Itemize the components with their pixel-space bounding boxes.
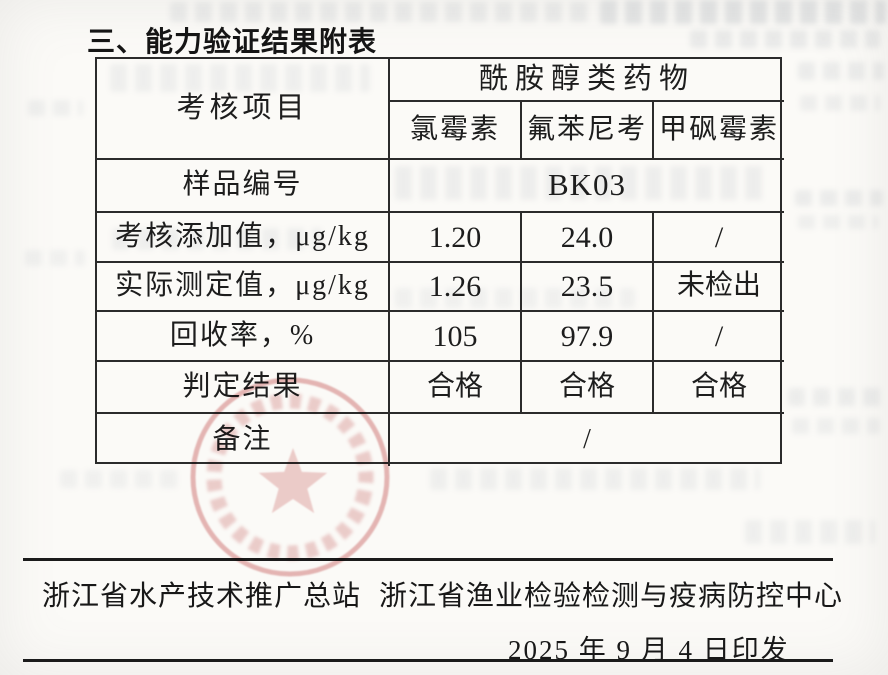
bleed-through (800, 95, 880, 111)
row-label-remarks: 备注 (97, 414, 390, 466)
issuing-organizations: 浙江省水产技术推广总站 浙江省渔业检验检测与疫病防控中心 (42, 574, 843, 614)
cell-value: / (654, 213, 784, 263)
drug-col-header-florfenicol: 氟苯尼考 (522, 102, 654, 160)
drug-group-header: 酰胺醇类药物 (390, 59, 784, 102)
bleed-through (792, 418, 880, 434)
bleed-through (788, 388, 883, 406)
org-left: 浙江省水产技术推广总站 (42, 581, 362, 612)
row-label-measured-value: 实际测定值，μg/kg (97, 263, 390, 312)
row-label-assigned-value: 考核添加值，μg/kg (97, 213, 390, 263)
cell-value: 1.20 (390, 213, 522, 263)
page-title: 三、能力验证结果附表 (87, 26, 378, 57)
cell-value: 97.9 (522, 312, 654, 362)
bleed-through (395, 288, 635, 308)
bleed-through (690, 30, 880, 48)
bleed-through (798, 62, 884, 80)
cell-value: 1.26 (390, 263, 522, 312)
footer-rule-bottom (23, 659, 833, 662)
org-right: 浙江省渔业检验检测与疫病防控中心 (379, 581, 844, 612)
bleed-through (430, 468, 760, 490)
cell-value: 合格 (522, 362, 654, 414)
row-label-judgment-result: 判定结果 (97, 362, 390, 414)
cell-value: 未检出 (654, 263, 784, 312)
bleed-through (745, 520, 875, 544)
row-label-recovery-rate: 回收率，% (97, 312, 390, 362)
cell-value: 105 (390, 312, 522, 362)
cell-value: 合格 (390, 362, 522, 414)
footer-rule-top (23, 558, 833, 561)
bleed-through (60, 470, 180, 488)
cell-value: 23.5 (522, 263, 654, 312)
bleed-through (110, 64, 370, 92)
table-corner-header: 考核项目 (97, 59, 390, 160)
row-label-sample-number: 样品编号 (97, 160, 390, 213)
results-table: 考核项目 酰胺醇类药物 氯霉素 氟苯尼考 甲砜霉素 样品编号 BK03 考核添加… (95, 57, 784, 466)
cell-sample-number-value: BK03 (390, 160, 784, 213)
bleed-through (395, 166, 770, 200)
bleed-through (600, 0, 886, 24)
cell-remarks-value: / (583, 423, 591, 455)
bleed-through (25, 250, 85, 266)
cell-value: 24.0 (522, 213, 654, 263)
drug-col-header-chloramphenicol: 氯霉素 (390, 102, 522, 160)
cell-value: / (654, 312, 784, 362)
bleed-through (28, 100, 83, 116)
bleed-through (798, 215, 878, 229)
bleed-through (112, 228, 322, 250)
bleed-through (170, 2, 590, 22)
bleed-through (795, 190, 883, 206)
cell-value: 合格 (654, 362, 784, 414)
drug-col-header-thiamphenicol: 甲砜霉素 (654, 102, 784, 160)
